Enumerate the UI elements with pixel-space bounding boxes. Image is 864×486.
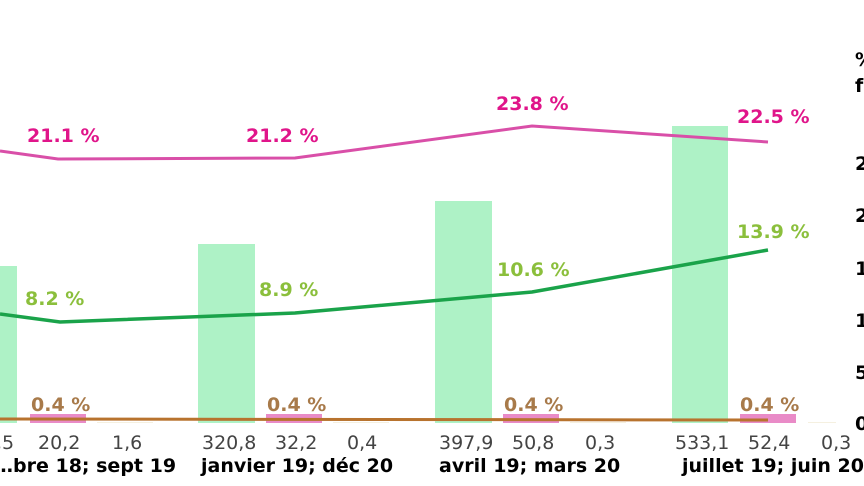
- value-label: 533,1: [675, 432, 729, 454]
- green-line: [0, 248, 769, 324]
- value-label: ,5: [0, 432, 14, 454]
- category-label: juillet 19; juin 20: [681, 455, 864, 477]
- tiny-bars: [97, 422, 836, 423]
- value-label: 0,4: [347, 432, 377, 454]
- right-axis-tick: 1: [855, 310, 864, 332]
- value-label: 1,6: [112, 432, 142, 454]
- pink-line: [0, 124, 769, 161]
- bar-tiny-2: [333, 422, 389, 423]
- category-label: janvier 19; déc 20: [200, 455, 393, 477]
- pink-label-2: 21.2 %: [246, 125, 319, 147]
- large-bars: [0, 126, 728, 423]
- value-label: 0,3: [821, 432, 851, 454]
- bar-large-3: [435, 201, 492, 423]
- right-axis-tick: 0: [855, 413, 864, 435]
- value-label: 32,2: [275, 432, 317, 454]
- pink-label-1: 21.1 %: [27, 125, 100, 147]
- brown-label-1: 0.4 %: [31, 394, 90, 416]
- bar-large-4: [672, 126, 728, 423]
- category-label: avril 19; mars 20: [439, 455, 620, 477]
- value-label: 52,4: [748, 432, 790, 454]
- right-axis-tick: 2: [855, 205, 864, 227]
- value-label: 397,9: [439, 432, 493, 454]
- bar-large-1: [0, 266, 17, 423]
- bar-tiny-3: [570, 422, 626, 423]
- category-label: …bre 18; sept 19: [0, 455, 176, 477]
- bar-tiny-1: [97, 422, 153, 423]
- value-label: 20,2: [38, 432, 80, 454]
- green-label-1: 8.2 %: [25, 288, 84, 310]
- green-label-2: 8.9 %: [259, 279, 318, 301]
- bar-large-2: [198, 244, 255, 423]
- pink-label-4: 22.5 %: [737, 106, 810, 128]
- brown-line: [0, 417, 769, 422]
- brown-label-4: 0.4 %: [740, 394, 799, 416]
- pink-label-3: 23.8 %: [496, 93, 569, 115]
- green-label-4: 13.9 %: [737, 221, 810, 243]
- right-axis-tick: 5: [855, 362, 864, 384]
- value-label: 320,8: [202, 432, 256, 454]
- right-axis-tick: 2: [855, 153, 864, 175]
- value-label: 0,3: [585, 432, 615, 454]
- brown-label-3: 0.4 %: [504, 394, 563, 416]
- green-label-3: 10.6 %: [497, 259, 570, 281]
- bar-tiny-4: [808, 422, 836, 423]
- right-axis-tick: 1: [855, 258, 864, 280]
- value-label: 50,8: [512, 432, 554, 454]
- brown-label-2: 0.4 %: [267, 394, 326, 416]
- right-axis-title-line-2: f: [855, 75, 864, 97]
- right-axis-title-line-1: %: [855, 49, 864, 71]
